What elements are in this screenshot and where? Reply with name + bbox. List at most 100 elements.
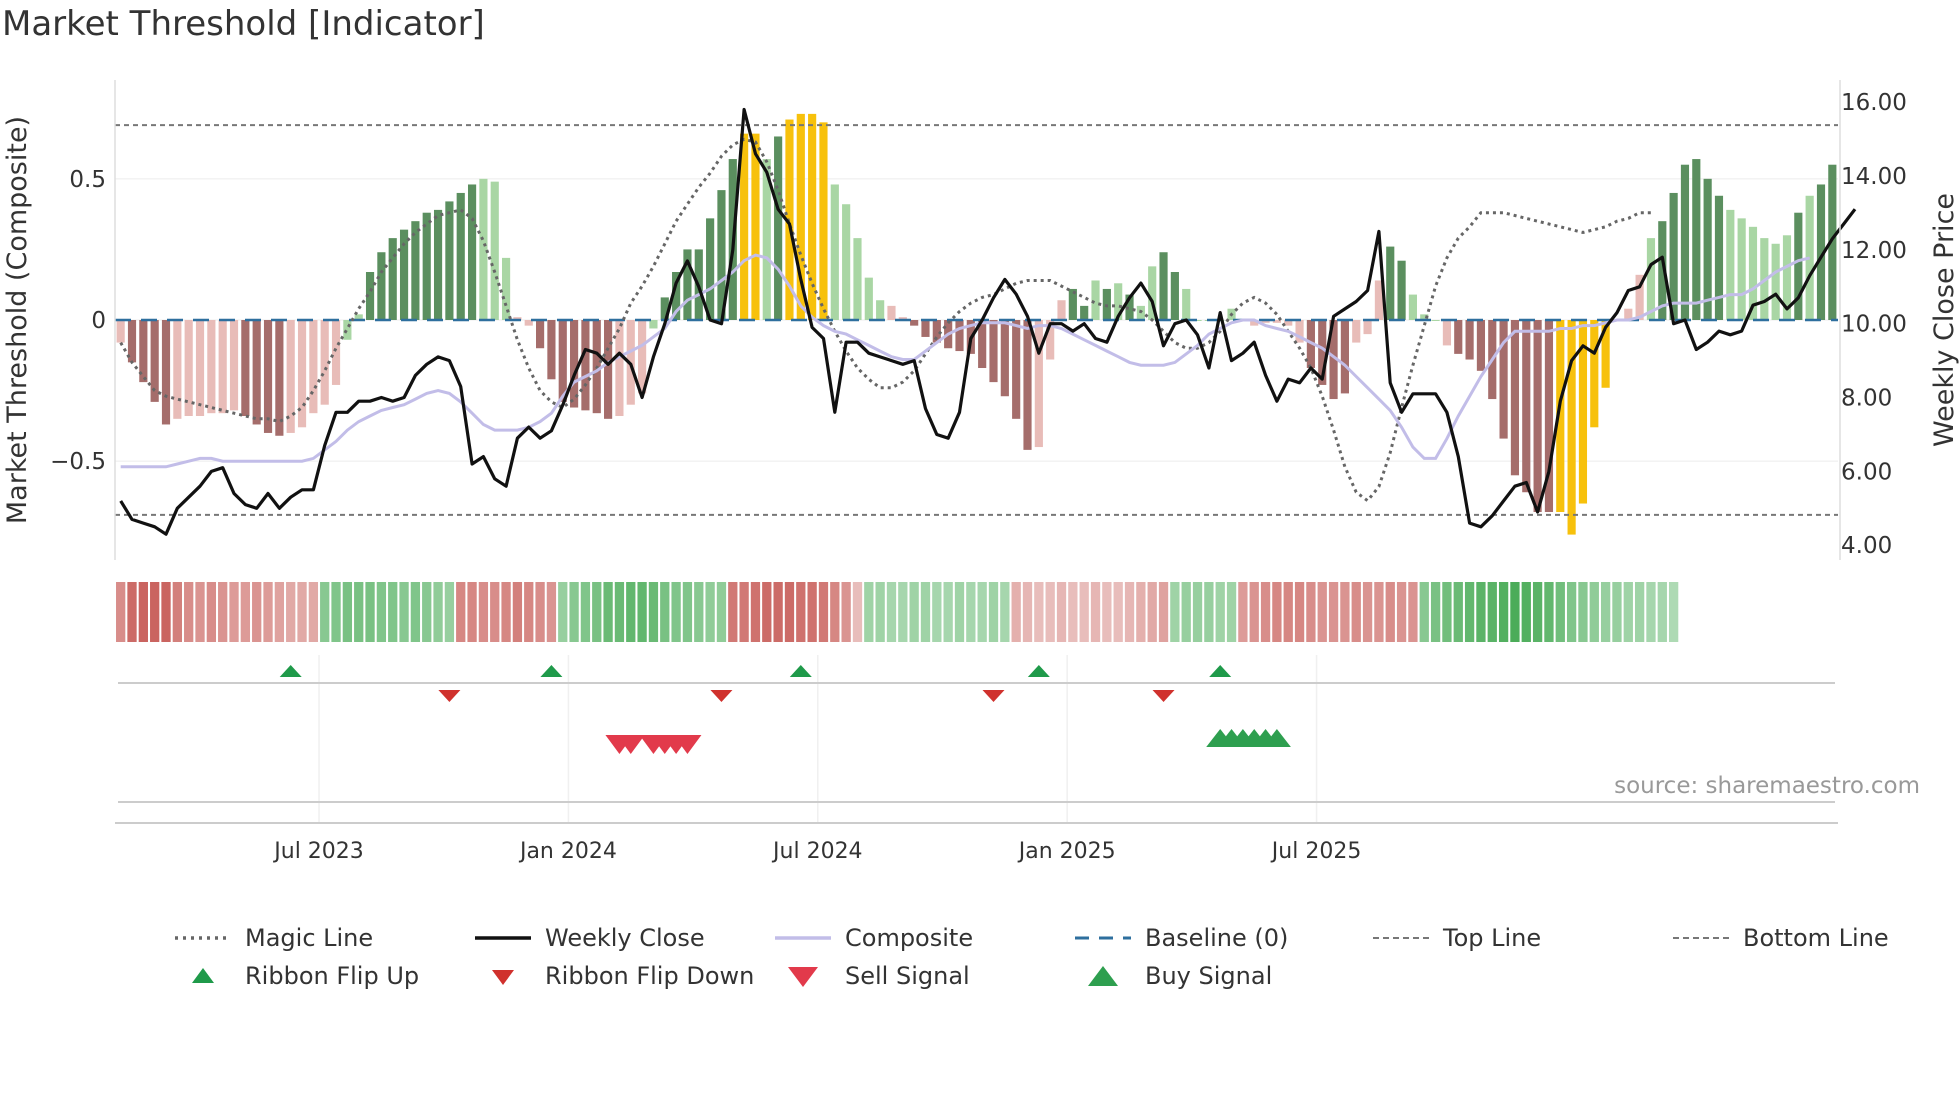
ribbon-cell — [660, 582, 670, 642]
ribbon-cell — [512, 582, 523, 642]
ribbon-cell — [218, 582, 228, 642]
ribbon-cell — [150, 582, 160, 642]
histogram-bar — [819, 122, 828, 321]
ribbon-cell — [1544, 582, 1554, 642]
ribbon-cell — [1464, 582, 1475, 642]
histogram-bar — [501, 257, 511, 320]
ribbon-cell — [682, 582, 693, 642]
ribbon-flip-down-marker — [438, 690, 461, 702]
ribbon-cell — [886, 582, 897, 642]
y-tick-label-right: 10.00 — [1841, 312, 1907, 338]
ribbon-cell — [569, 582, 579, 642]
ribbon-cell — [966, 582, 976, 642]
signal-markers — [279, 665, 1291, 754]
ribbon-cell — [1521, 582, 1531, 642]
histogram-bar — [1046, 320, 1055, 360]
ribbon-cell — [1226, 582, 1237, 642]
histogram-bar — [1272, 320, 1281, 323]
weekly-close-line — [119, 107, 1857, 536]
ribbon-cell — [388, 582, 398, 642]
ribbon-cell — [229, 582, 239, 642]
y-tick-label-right: 6.00 — [1841, 459, 1892, 485]
histogram-bar — [638, 320, 647, 394]
ribbon-cell — [750, 582, 761, 642]
ribbon-cell — [1045, 582, 1055, 642]
ribbon-cell — [422, 582, 432, 642]
histogram-bar — [1590, 320, 1599, 428]
triangle-down-icon — [492, 970, 514, 985]
composite-line — [120, 253, 1811, 469]
ribbon-cell — [1566, 582, 1577, 642]
histogram-bar — [1828, 164, 1837, 320]
ribbon-cell — [490, 582, 500, 642]
histogram-bar — [388, 238, 397, 320]
ribbon-cell — [184, 582, 194, 642]
axes: 0.5 0 −0.5 16.00 14.00 12.00 10.00 8.00 6.00 4.00… — [50, 80, 1907, 864]
legend-label: Top Line — [1443, 924, 1542, 952]
histogram-bar — [513, 317, 522, 320]
histogram-bar — [1658, 221, 1667, 320]
left-axis-label: Market Threshold (Composite) — [2, 116, 33, 524]
histogram-bar — [479, 178, 488, 320]
ribbon-flip-down-marker — [982, 690, 1005, 702]
ribbon-cell — [773, 582, 783, 642]
histogram-bar — [887, 305, 896, 320]
legend-label: Sell Signal — [845, 962, 970, 990]
histogram-bar — [275, 320, 284, 436]
line-icon — [775, 936, 831, 940]
histogram-bar — [1352, 320, 1361, 343]
histogram-bar — [1170, 272, 1179, 320]
ribbon-cell — [1113, 582, 1123, 642]
ribbon-cell — [297, 582, 307, 642]
ribbon-cell — [1260, 582, 1271, 642]
ribbon-cell — [546, 582, 557, 642]
ribbon-cell — [274, 582, 285, 642]
histogram-bar — [1318, 320, 1327, 385]
histogram-bar — [1533, 320, 1542, 512]
ribbon-flip-up-marker — [789, 665, 812, 677]
ribbon-cell — [728, 582, 738, 642]
histogram-bar — [864, 277, 873, 320]
ribbon-cell — [1385, 582, 1395, 642]
ribbon-cell — [592, 582, 602, 642]
ribbon-cell — [796, 582, 806, 642]
ribbon-cell — [161, 582, 171, 642]
ribbon-cell — [206, 582, 216, 642]
ribbon-cell — [376, 582, 387, 642]
ribbon-strip — [116, 582, 1679, 642]
ribbon-cell — [138, 582, 148, 642]
histogram-bar — [161, 320, 171, 425]
histogram-bar — [1182, 288, 1191, 320]
y-tick-label-left: −0.5 — [50, 449, 106, 475]
ribbon-cell — [1532, 582, 1543, 642]
ribbon-cell — [1498, 582, 1509, 642]
histogram-bar — [320, 320, 329, 405]
histogram-bar — [1442, 320, 1452, 346]
histogram-bar — [762, 159, 771, 320]
ribbon-cell — [1362, 582, 1373, 642]
ribbon-cell — [127, 582, 137, 642]
histogram-bar — [1000, 320, 1009, 397]
ribbon-cell — [671, 582, 681, 642]
ribbon-cell — [1396, 582, 1407, 642]
histogram-bar — [150, 320, 159, 402]
histogram-bar — [1635, 274, 1644, 320]
ribbon-flip-up-marker — [540, 665, 563, 677]
ribbon-cell — [739, 582, 749, 642]
legend-label: Bottom Line — [1743, 924, 1889, 952]
ribbon-cell — [1079, 582, 1089, 642]
legend-item-ribbon-flip-down: Ribbon Flip Down — [475, 958, 754, 994]
histogram-bar — [297, 320, 307, 428]
histogram-bar — [229, 320, 239, 411]
line-icon — [475, 936, 531, 940]
ribbon-cell — [535, 582, 545, 642]
histogram-bar — [1454, 320, 1463, 354]
ribbon-cell — [1578, 582, 1588, 642]
ribbon-cell — [1283, 582, 1293, 642]
legend-label: Buy Signal — [1145, 962, 1273, 990]
histogram-bar — [1510, 320, 1520, 476]
histogram-bar — [1726, 209, 1735, 320]
y-tick-label-right: 14.00 — [1841, 164, 1907, 190]
histogram-bar — [1012, 320, 1021, 419]
ribbon-cell — [1147, 582, 1157, 642]
